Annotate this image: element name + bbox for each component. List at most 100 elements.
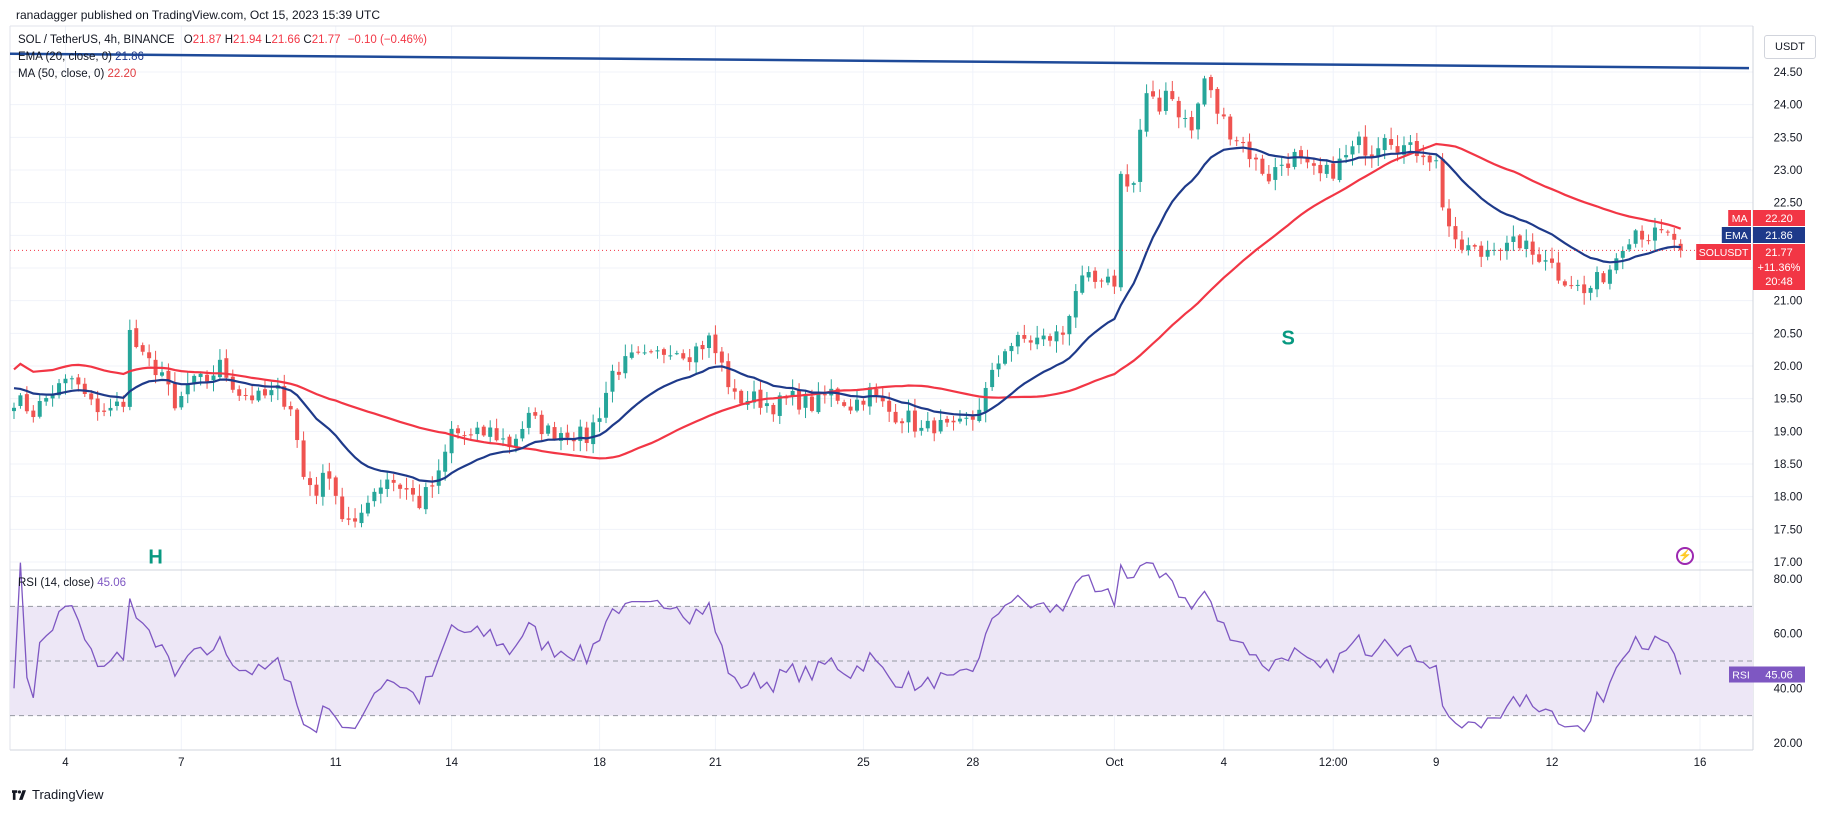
candle-body	[468, 434, 473, 436]
candle-body	[1202, 78, 1207, 105]
candle-body	[63, 378, 68, 384]
candle-body	[1105, 276, 1110, 283]
candle-body	[1569, 285, 1574, 287]
ema-20-line	[13, 146, 1681, 483]
candle-body	[842, 402, 847, 406]
ma-legend[interactable]: MA (50, close, 0) 22.20	[18, 68, 136, 80]
time-tick-label: 7	[178, 757, 184, 769]
time-tick-label: 9	[1433, 757, 1439, 769]
time-tick-label: Oct	[1105, 757, 1124, 769]
candle-body	[552, 427, 557, 440]
candle-body	[739, 390, 744, 404]
rsi-line	[13, 561, 1682, 734]
time-tick-label: 12:00	[1319, 757, 1348, 769]
candle-body	[1601, 273, 1606, 283]
countdown-label: 20:48	[1765, 276, 1793, 288]
ma-50-line	[13, 142, 1682, 460]
candle-body	[661, 349, 666, 355]
candle-body	[488, 427, 493, 437]
candle-body	[1434, 160, 1439, 162]
candle-body	[623, 356, 628, 374]
candle-body	[134, 328, 139, 347]
time-tick-label: 4	[62, 757, 69, 769]
pattern-label-s: S	[1281, 328, 1294, 350]
ema-value: 21.86	[115, 51, 144, 63]
candle-body	[282, 386, 287, 407]
candle-body	[533, 412, 538, 416]
candle-body	[295, 409, 300, 441]
currency-button[interactable]: USDT	[1764, 35, 1816, 59]
rsi-value: 45.06	[97, 577, 127, 589]
flash-icon[interactable]: ⚡	[1676, 547, 1694, 565]
candle-body	[243, 395, 248, 397]
time-tick-label: 16	[1694, 757, 1707, 769]
candle-body	[1067, 315, 1072, 335]
time-tick-label: 4	[1221, 757, 1228, 769]
candle-body	[578, 426, 583, 441]
candle-body	[12, 407, 16, 412]
rsi-tag-label: RSI	[1732, 670, 1750, 682]
candle-body	[1627, 244, 1632, 250]
publisher-line: ranadagger published on TradingView.com,…	[16, 8, 381, 22]
candle-body	[1530, 241, 1535, 255]
candle-body	[1607, 269, 1612, 284]
candle-body	[1331, 163, 1336, 179]
candle-body	[378, 487, 383, 494]
candle-body	[211, 375, 216, 381]
candle-body	[1035, 337, 1040, 345]
candle-body	[269, 390, 274, 396]
candle-body	[1286, 163, 1291, 168]
candle-body	[1524, 240, 1529, 250]
symbol-name[interactable]: SOL / TetherUS, 4h, BINANCE	[18, 34, 175, 46]
candle-body	[160, 372, 165, 376]
last-change-label: +11.36%	[1758, 262, 1801, 274]
rsi-legend[interactable]: RSI (14, close) 45.06	[18, 577, 126, 589]
tradingview-brand[interactable]: TradingView	[12, 787, 104, 802]
ma-price-tag-label-bg	[1728, 210, 1751, 226]
candle-body	[1253, 157, 1258, 160]
candle-body	[1183, 118, 1188, 120]
rsi-label: RSI (14, close)	[18, 577, 95, 589]
candle-body	[1009, 345, 1014, 352]
rsi-tick-label: 20.00	[1774, 738, 1803, 750]
candle-body	[121, 401, 126, 407]
candle-body	[1453, 226, 1458, 240]
candle-body	[507, 436, 512, 448]
candle-body	[1215, 88, 1220, 114]
ema-price-tag-value: 21.86	[1765, 230, 1793, 242]
candle-body	[1073, 291, 1078, 318]
last-price-tag: SOLUSDT 21.77	[1696, 244, 1805, 260]
candle-body	[983, 387, 988, 412]
candle-body	[404, 488, 409, 490]
candle-body	[1022, 334, 1027, 339]
high-value: 21.94	[233, 34, 262, 46]
candle-body	[481, 426, 486, 436]
ema-legend[interactable]: EMA (20, close, 0) 21.86	[18, 51, 144, 63]
candle-body	[1414, 141, 1419, 157]
candle-body	[1440, 159, 1445, 208]
candle-body	[526, 412, 531, 428]
candle-body	[57, 383, 62, 396]
candle-body	[127, 329, 132, 407]
time-tick-label: 18	[593, 757, 606, 769]
candle-body	[1672, 233, 1677, 240]
candle-body	[1421, 155, 1426, 158]
candle-body	[674, 353, 679, 355]
ema-price-tag-label: EMA	[1725, 230, 1748, 242]
candle-body	[616, 371, 621, 375]
ma-value: 22.20	[107, 68, 137, 80]
candle-body	[1472, 245, 1477, 247]
candle-body	[1479, 245, 1484, 257]
candle-body	[957, 418, 962, 422]
candle-body	[1041, 335, 1046, 340]
candle-body	[1176, 100, 1181, 118]
candle-body	[1395, 146, 1400, 153]
candle-body	[1556, 262, 1561, 281]
candle-body	[1118, 173, 1123, 288]
candle-body	[462, 435, 467, 437]
candle-body	[108, 407, 113, 411]
candle-body	[809, 396, 814, 411]
candle-body	[288, 406, 293, 410]
ma-price-tag: MA 22.20	[1728, 210, 1805, 226]
